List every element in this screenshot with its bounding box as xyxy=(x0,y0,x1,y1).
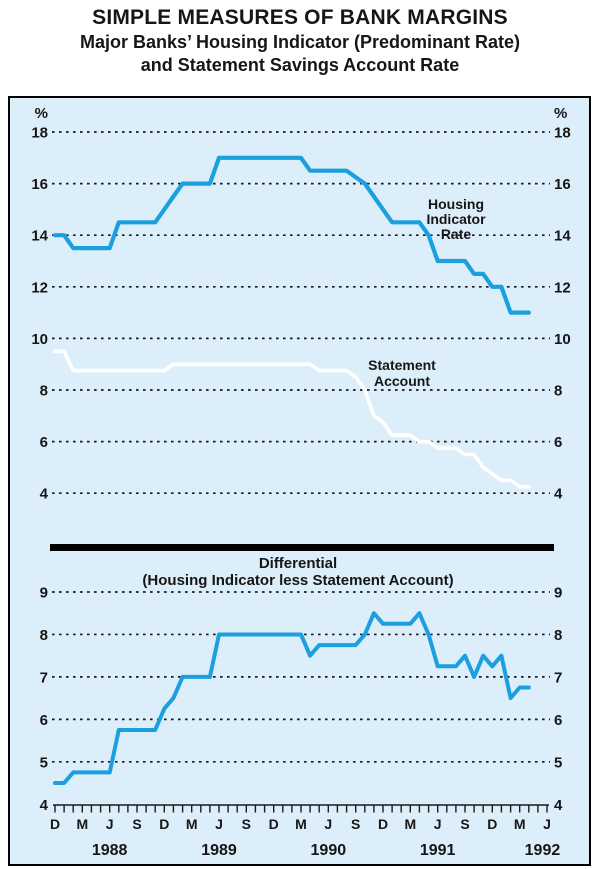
top-ytick-right: 4 xyxy=(554,486,563,503)
bottom-ytick-right: 8 xyxy=(554,627,562,644)
statement-account-label-line1: Statement xyxy=(368,357,436,373)
top-ytick-left: 16 xyxy=(31,176,48,193)
top-ytick-right: 12 xyxy=(554,279,571,296)
bottom-ytick-right: 9 xyxy=(554,585,562,602)
top-ytick-left: 6 xyxy=(40,434,48,451)
statement-account-label-line2: Account xyxy=(374,373,430,389)
top-ytick-left: 8 xyxy=(40,383,48,400)
year-label: 1988 xyxy=(92,842,128,859)
chart-subtitle-line2: and Statement Savings Account Rate xyxy=(140,55,460,75)
month-tick-axis xyxy=(53,804,549,813)
bottom-ytick-left: 8 xyxy=(40,627,48,644)
y-axis-unit-right: % xyxy=(554,105,567,122)
month-tick-label: M xyxy=(404,816,416,832)
month-tick-label: J xyxy=(215,816,223,832)
month-tick-label: D xyxy=(269,816,279,832)
statement-account-line xyxy=(53,349,531,489)
differential-title: Differential xyxy=(259,555,337,572)
month-tick-label: M xyxy=(295,816,307,832)
bottom-ytick-left: 6 xyxy=(40,712,48,729)
housing-indicator-label-line2: Indicator xyxy=(426,211,486,227)
bottom-ytick-left: 5 xyxy=(40,754,48,771)
top-ytick-right: 10 xyxy=(554,331,571,348)
month-tick-label: D xyxy=(487,816,497,832)
top-ytick-right: 8 xyxy=(554,383,562,400)
differential-subtitle: (Housing Indicator less Statement Accoun… xyxy=(142,572,453,589)
top-ytick-left: 4 xyxy=(40,486,49,503)
y-axis-unit-left: % xyxy=(35,105,48,122)
month-tick-label: S xyxy=(242,816,251,832)
chart-title: SIMPLE MEASURES OF BANK MARGINS xyxy=(92,6,508,29)
bottom-ytick-right: 6 xyxy=(554,712,562,729)
top-ytick-left: 18 xyxy=(31,125,48,142)
top-ytick-right: 16 xyxy=(554,176,571,193)
month-tick-label: S xyxy=(132,816,141,832)
panel-separator-bar xyxy=(50,544,554,551)
bottom-ytick-left: 4 xyxy=(40,797,49,814)
month-tick-label: M xyxy=(186,816,198,832)
bottom-ytick-left: 7 xyxy=(40,669,48,686)
top-ytick-right: 18 xyxy=(554,125,571,142)
bottom-ytick-right: 7 xyxy=(554,669,562,686)
housing-indicator-label-line1: Housing xyxy=(428,196,484,212)
month-tick-label: S xyxy=(460,816,469,832)
month-tick-label: M xyxy=(514,816,526,832)
month-tick-label: J xyxy=(434,816,442,832)
month-tick-label: J xyxy=(106,816,114,832)
housing-indicator-label-line3: Rate xyxy=(441,226,472,242)
bottom-ytick-right: 5 xyxy=(554,754,562,771)
bottom-ytick-right: 4 xyxy=(554,797,563,814)
year-label: 1990 xyxy=(311,842,347,859)
month-tick-label: D xyxy=(159,816,169,832)
top-ytick-right: 14 xyxy=(554,228,571,245)
chart-subtitle-line1: Major Banks’ Housing Indicator (Predomin… xyxy=(79,32,521,52)
chart-plot-area: % % 18 18 16 16 14 14 12 12 10 10 8 8 6 6 4 4 9 9 8 8 7 7 6 6 5 5 4 4… xyxy=(31,105,571,859)
month-tick-label: J xyxy=(543,816,551,832)
top-ytick-left: 12 xyxy=(31,279,48,296)
differential-line xyxy=(53,611,531,785)
month-tick-label: D xyxy=(378,816,388,832)
month-tick-label: M xyxy=(76,816,88,832)
year-label: 1989 xyxy=(201,842,237,859)
bottom-ytick-left: 9 xyxy=(40,585,48,602)
housing-indicator-line xyxy=(52,155,531,315)
top-ytick-right: 6 xyxy=(554,434,562,451)
year-label: 1991 xyxy=(420,842,456,859)
top-ytick-left: 14 xyxy=(31,228,48,245)
chart-frame: %% 18 18 16 16 14 14 12 12 10 10 8 8 6 6 4 4 9 9 8 8 7 7 6 6 5 5 4 4… xyxy=(8,96,591,866)
month-tick-label: S xyxy=(351,816,360,832)
month-tick-label: J xyxy=(324,816,332,832)
year-label: 1992 xyxy=(525,842,561,859)
month-tick-label: D xyxy=(50,816,60,832)
top-ytick-left: 10 xyxy=(31,331,48,348)
